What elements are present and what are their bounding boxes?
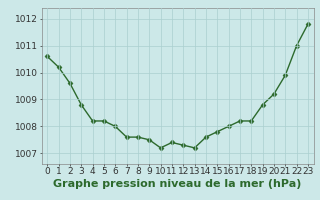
- X-axis label: Graphe pression niveau de la mer (hPa): Graphe pression niveau de la mer (hPa): [53, 179, 302, 189]
